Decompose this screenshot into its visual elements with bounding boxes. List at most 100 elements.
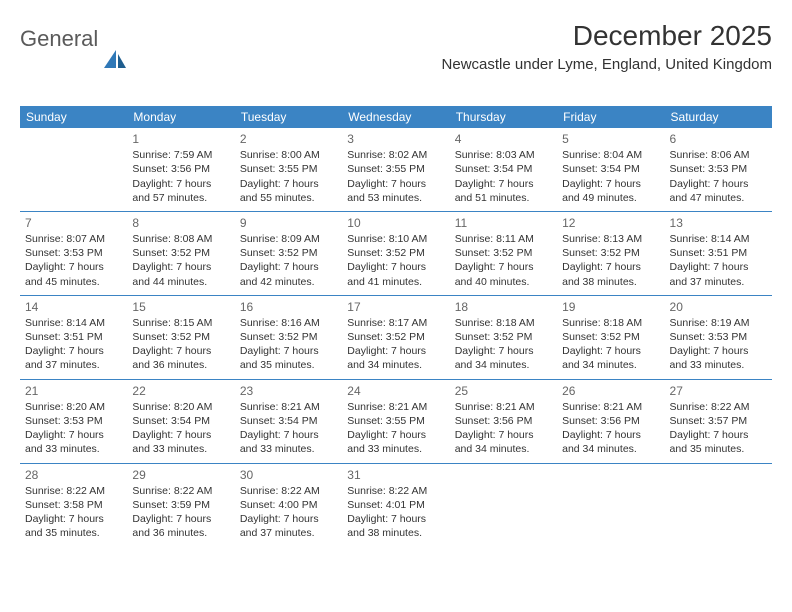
day-detail: Sunrise: 8:21 AM [562,400,659,414]
day-detail: Sunrise: 8:07 AM [25,232,122,246]
day-detail: Sunset: 3:52 PM [132,330,229,344]
day-detail: and 37 minutes. [670,275,767,289]
calendar-cell: 4Sunrise: 8:03 AMSunset: 3:54 PMDaylight… [450,128,557,211]
day-number: 7 [25,215,122,231]
day-detail: Daylight: 7 hours [670,260,767,274]
day-detail: and 35 minutes. [25,526,122,540]
day-detail: Sunset: 3:55 PM [347,162,444,176]
day-detail: Sunset: 3:55 PM [347,414,444,428]
day-detail: Sunrise: 8:06 AM [670,148,767,162]
day-number: 8 [132,215,229,231]
day-detail: Sunrise: 8:22 AM [25,484,122,498]
location: Newcastle under Lyme, England, United Ki… [442,56,772,73]
day-number: 3 [347,131,444,147]
day-detail: Sunset: 3:54 PM [455,162,552,176]
day-detail: Sunset: 3:54 PM [562,162,659,176]
header: General Blue December 2025 Newcastle und… [20,20,772,96]
day-number: 25 [455,383,552,399]
calendar-cell: 5Sunrise: 8:04 AMSunset: 3:54 PMDaylight… [557,128,664,211]
day-number: 13 [670,215,767,231]
day-detail: Daylight: 7 hours [455,177,552,191]
calendar-week: 1Sunrise: 7:59 AMSunset: 3:56 PMDaylight… [20,128,772,211]
day-detail: Sunrise: 8:02 AM [347,148,444,162]
day-detail: and 35 minutes. [240,358,337,372]
day-detail: Daylight: 7 hours [670,344,767,358]
day-detail: Daylight: 7 hours [132,512,229,526]
day-detail: Sunrise: 8:00 AM [240,148,337,162]
logo-text-general: General [20,26,98,52]
day-detail: Sunset: 3:52 PM [347,246,444,260]
day-detail: and 34 minutes. [455,442,552,456]
day-detail: Daylight: 7 hours [455,428,552,442]
day-detail: Daylight: 7 hours [132,260,229,274]
day-detail: Sunset: 3:52 PM [455,246,552,260]
day-detail: Sunset: 3:56 PM [455,414,552,428]
day-detail: Sunset: 3:51 PM [670,246,767,260]
day-detail: Sunset: 3:52 PM [240,330,337,344]
calendar-cell: 7Sunrise: 8:07 AMSunset: 3:53 PMDaylight… [20,211,127,295]
day-number: 21 [25,383,122,399]
calendar-cell: 22Sunrise: 8:20 AMSunset: 3:54 PMDayligh… [127,379,234,463]
day-detail: Daylight: 7 hours [240,512,337,526]
calendar-cell: 16Sunrise: 8:16 AMSunset: 3:52 PMDayligh… [235,295,342,379]
calendar-week: 14Sunrise: 8:14 AMSunset: 3:51 PMDayligh… [20,295,772,379]
col-saturday: Saturday [665,106,772,128]
day-detail: Sunrise: 8:14 AM [25,316,122,330]
day-detail: Daylight: 7 hours [562,260,659,274]
col-thursday: Thursday [450,106,557,128]
day-number: 26 [562,383,659,399]
day-detail: Sunset: 3:55 PM [240,162,337,176]
day-number: 30 [240,467,337,483]
day-detail: Daylight: 7 hours [132,344,229,358]
day-detail: Sunrise: 8:21 AM [347,400,444,414]
day-detail: and 33 minutes. [25,442,122,456]
calendar-week: 28Sunrise: 8:22 AMSunset: 3:58 PMDayligh… [20,463,772,546]
day-detail: and 33 minutes. [347,442,444,456]
day-detail: and 53 minutes. [347,191,444,205]
col-sunday: Sunday [20,106,127,128]
day-detail: Sunset: 3:51 PM [25,330,122,344]
day-detail: Sunset: 4:00 PM [240,498,337,512]
day-detail: and 38 minutes. [562,275,659,289]
calendar-cell: 23Sunrise: 8:21 AMSunset: 3:54 PMDayligh… [235,379,342,463]
day-detail: Sunset: 3:53 PM [670,330,767,344]
calendar-cell: 27Sunrise: 8:22 AMSunset: 3:57 PMDayligh… [665,379,772,463]
calendar-cell: 31Sunrise: 8:22 AMSunset: 4:01 PMDayligh… [342,463,449,546]
calendar-cell: 24Sunrise: 8:21 AMSunset: 3:55 PMDayligh… [342,379,449,463]
col-tuesday: Tuesday [235,106,342,128]
day-detail: Sunset: 3:56 PM [132,162,229,176]
day-detail: Sunrise: 8:21 AM [455,400,552,414]
calendar-week: 7Sunrise: 8:07 AMSunset: 3:53 PMDaylight… [20,211,772,295]
day-detail: Sunrise: 8:20 AM [132,400,229,414]
calendar-cell: 2Sunrise: 8:00 AMSunset: 3:55 PMDaylight… [235,128,342,211]
day-detail: Sunrise: 8:21 AM [240,400,337,414]
day-number: 27 [670,383,767,399]
day-number: 16 [240,299,337,315]
day-number: 18 [455,299,552,315]
day-detail: and 35 minutes. [670,442,767,456]
day-number: 23 [240,383,337,399]
day-detail: Sunrise: 8:22 AM [670,400,767,414]
calendar-cell: 21Sunrise: 8:20 AMSunset: 3:53 PMDayligh… [20,379,127,463]
day-detail: Sunrise: 8:16 AM [240,316,337,330]
day-detail: Daylight: 7 hours [562,344,659,358]
calendar-cell: 28Sunrise: 8:22 AMSunset: 3:58 PMDayligh… [20,463,127,546]
day-detail: Daylight: 7 hours [25,344,122,358]
day-number: 10 [347,215,444,231]
day-detail: and 41 minutes. [347,275,444,289]
day-detail: Sunrise: 8:18 AM [562,316,659,330]
calendar-cell: 14Sunrise: 8:14 AMSunset: 3:51 PMDayligh… [20,295,127,379]
day-detail: Sunset: 3:57 PM [670,414,767,428]
day-detail: Sunset: 3:53 PM [670,162,767,176]
day-detail: Sunset: 3:52 PM [132,246,229,260]
day-detail: Sunset: 3:56 PM [562,414,659,428]
day-detail: Sunrise: 8:15 AM [132,316,229,330]
day-detail: Sunrise: 8:17 AM [347,316,444,330]
day-detail: and 40 minutes. [455,275,552,289]
calendar-cell: 25Sunrise: 8:21 AMSunset: 3:56 PMDayligh… [450,379,557,463]
day-number: 15 [132,299,229,315]
day-detail: Sunset: 3:53 PM [25,414,122,428]
day-detail: Daylight: 7 hours [670,177,767,191]
day-detail: and 34 minutes. [562,442,659,456]
day-detail: and 37 minutes. [240,526,337,540]
